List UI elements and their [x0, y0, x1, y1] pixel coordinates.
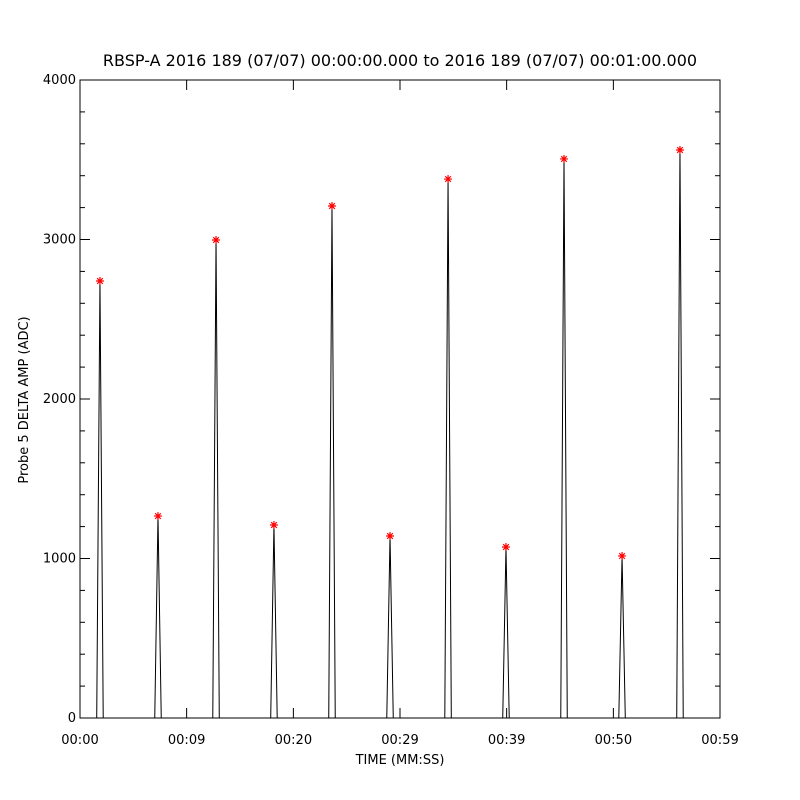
y-tick-label: 2000 [43, 392, 76, 407]
peak-marker [675, 146, 684, 155]
peak-marker [95, 276, 104, 285]
peak-marker [153, 512, 162, 521]
data-line [85, 150, 715, 719]
x-tick-label: 00:29 [381, 733, 418, 748]
x-tick-label: 00:59 [701, 733, 738, 748]
x-tick-label: 00:50 [595, 733, 632, 748]
x-tick-label: 00:39 [488, 733, 525, 748]
peak-marker [560, 154, 569, 163]
y-tick-label: 0 [68, 711, 76, 726]
peak-marker [212, 235, 221, 244]
x-tick-label: 00:20 [275, 733, 312, 748]
x-tick-label: 00:09 [168, 733, 205, 748]
y-tick-label: 3000 [43, 233, 76, 248]
peak-marker [327, 202, 336, 211]
y-axis-label: Probe 5 DELTA AMP (ADC) [17, 316, 32, 483]
chart-title: RBSP-A 2016 189 (07/07) 00:00:00.000 to … [103, 51, 697, 70]
peak-marker [386, 532, 395, 541]
y-tick-label: 1000 [43, 552, 76, 567]
peak-marker [618, 551, 627, 560]
peak-marker [444, 175, 453, 184]
x-axis-label: TIME (MM:SS) [355, 753, 445, 768]
peak-marker [501, 543, 510, 552]
peak-marker [269, 521, 278, 530]
plot-frame [79, 79, 721, 719]
y-tick-label: 4000 [43, 73, 76, 88]
x-tick-label: 00:00 [61, 733, 98, 748]
